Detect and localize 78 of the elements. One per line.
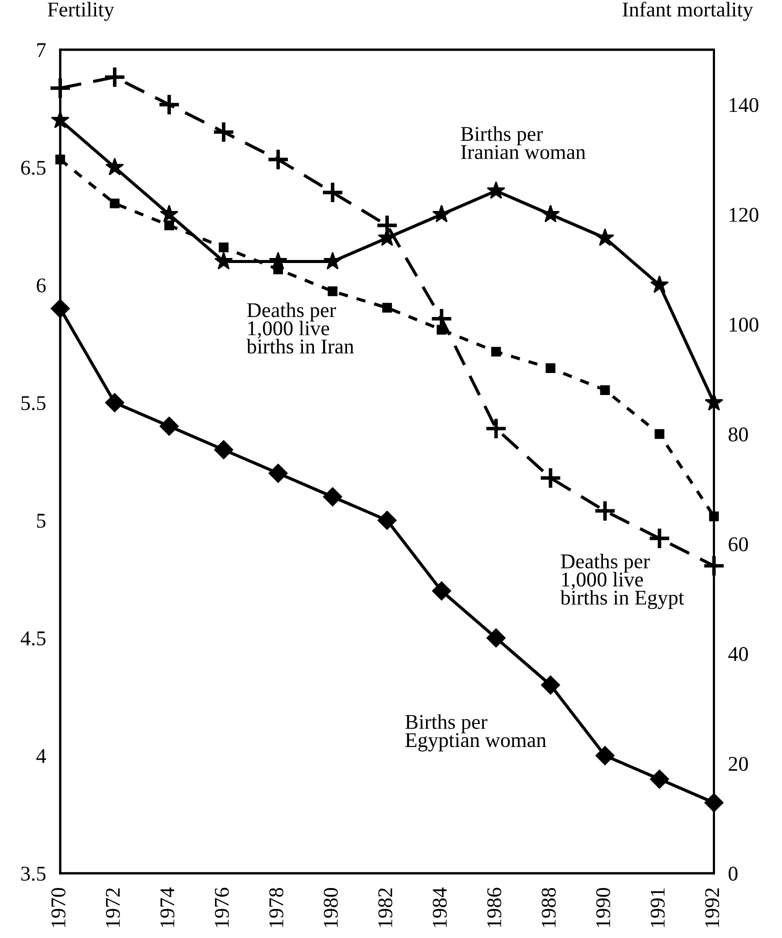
x-tick-label: 1976 [214,888,229,927]
point [484,417,508,440]
x-tick-label: 1978 [269,888,284,927]
y-tick-label: 6.5 [21,160,46,175]
point [321,181,344,204]
point [382,302,392,313]
x-tick-label: 1990 [596,888,610,927]
point [110,198,120,208]
x-tick-label: 1972 [106,888,120,927]
point [650,770,670,789]
point [654,429,664,439]
y2-tick-label: 20 [728,756,748,771]
point [595,746,615,766]
point [432,581,452,600]
y-tick-label: 4.5 [20,631,46,646]
point [55,154,66,164]
point [160,416,179,436]
point [378,510,397,530]
point [105,158,124,176]
point [709,512,719,522]
point [105,393,124,412]
x-tick-label: 1992 [705,888,720,927]
x-tick-label: 1970 [51,888,66,927]
annotation: Deaths per 1,000 live births in Iran [246,302,354,354]
point [268,464,288,483]
point [218,242,229,252]
y-tick-label: 5.5 [21,396,46,410]
point [594,499,616,522]
annotation: Births per Egyptian woman [405,714,546,752]
point [546,363,556,374]
point [214,440,234,460]
y2-tick-label: 40 [728,647,748,662]
point [541,204,560,222]
point [486,628,506,648]
point [48,76,72,100]
x-tick-label: 1974 [160,887,174,927]
point [328,286,338,296]
annotation: Births per Iranian woman [460,126,586,160]
point [540,676,560,695]
point [600,385,610,395]
y2-tick-label: 60 [728,537,748,552]
y2-axis-title: Infant mortality [622,2,754,21]
point [266,148,290,171]
point [103,66,126,89]
x-tick-label: 1982 [378,888,392,927]
point [650,275,669,294]
point [702,554,726,578]
y-tick-label: 3.5 [21,866,46,881]
y2-tick-label: 80 [728,427,748,442]
point [596,228,614,246]
y2-tick-label: 100 [730,318,758,332]
x-tick-label: 1986 [487,888,502,927]
x-tick-label: 1988 [542,888,556,927]
x-tick-label: 1991 [650,888,665,927]
point [539,466,562,490]
y2-tick-label: 140 [730,98,758,112]
point [214,252,233,270]
point [273,264,283,274]
y2-tick-label: 120 [730,208,758,222]
x-tick-label: 1980 [324,888,338,927]
point [212,120,236,144]
y-tick-label: 7 [37,43,46,57]
point [164,220,174,230]
point [648,526,671,550]
point [160,204,178,222]
point [158,93,181,116]
y-tick-label: 6 [36,278,46,292]
annotation: Deaths per 1,000 live births in Egypt [560,554,684,610]
y-axis-title: Fertility [48,2,114,21]
point [486,181,506,199]
point [432,204,451,222]
point [323,252,342,270]
point [491,346,501,357]
y-tick-label: 4 [36,749,46,763]
x-tick-label: 1984 [432,887,447,927]
y2-tick-label: 0 [728,866,738,881]
point [323,487,342,506]
y-tick-label: 5 [37,514,46,528]
